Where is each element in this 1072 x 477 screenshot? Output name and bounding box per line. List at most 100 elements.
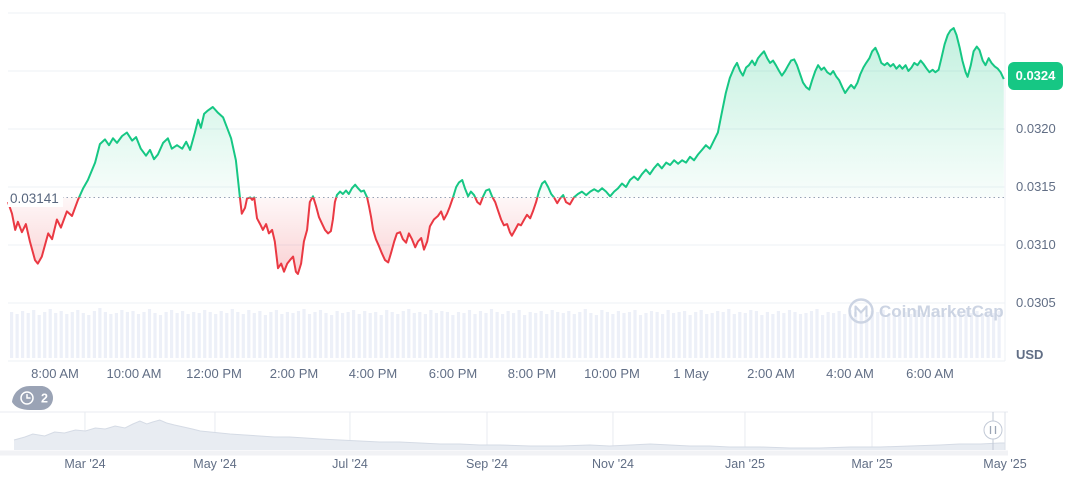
volume-bar [898, 311, 902, 358]
y-axis-unit-label: USD [1016, 347, 1044, 362]
volume-bar [48, 309, 52, 358]
volume-bar [931, 312, 935, 358]
volume-bar [109, 314, 113, 358]
volume-bar [285, 312, 289, 358]
volume-bar [26, 313, 30, 358]
coinmarketcap-watermark: CoinMarketCap [848, 298, 1004, 324]
volume-bar [181, 311, 185, 358]
x-axis-label: 6:00 PM [428, 366, 478, 381]
volume-bar [672, 313, 676, 358]
chart-plot-area[interactable] [8, 13, 1005, 361]
y-axis-label: 0.0305 [1016, 295, 1056, 310]
volume-bar [131, 311, 135, 358]
volume-bar [70, 312, 74, 358]
watermark-text: CoinMarketCap [879, 302, 1004, 321]
volume-bar [54, 313, 58, 358]
volume-bar [236, 312, 240, 358]
volume-bar [263, 315, 267, 358]
history-badge-count: 2 [41, 392, 48, 406]
volume-bar [738, 312, 742, 358]
volume-bar [892, 313, 896, 358]
volume-bar [854, 312, 858, 358]
y-axis-label: 0.0310 [1016, 237, 1056, 252]
volume-bar [870, 311, 874, 358]
y-axis-label: 0.0315 [1016, 179, 1056, 194]
navigator-axis-label: Jul '24 [332, 457, 368, 471]
volume-bar [495, 312, 499, 358]
volume-bar [32, 310, 36, 358]
navigator-axis-label: Jan '25 [725, 457, 765, 471]
navigator-axis-label: May '24 [193, 457, 237, 471]
volume-bar [43, 312, 47, 358]
navigator[interactable] [0, 411, 1008, 456]
volume-bar [473, 314, 477, 358]
volume-bar [136, 314, 141, 358]
volume-bar [517, 310, 521, 358]
volume-bar [649, 311, 654, 358]
volume-bar [611, 314, 615, 358]
volume-bar [412, 313, 416, 358]
volume-bar [280, 314, 284, 358]
history-badge[interactable]: 2 [12, 386, 53, 410]
volume-bar [793, 312, 797, 358]
volume-bar [313, 312, 317, 358]
price-line-down [7, 197, 576, 275]
volume-bar [683, 311, 687, 358]
volume-bar [782, 313, 786, 358]
volume-bar [710, 313, 714, 358]
volume-bar [352, 310, 356, 358]
volume-bar [225, 313, 229, 358]
volume-bar [832, 313, 836, 358]
volume-bar [208, 312, 212, 358]
x-axis-label: 1 May [673, 366, 709, 381]
volume-bar [87, 315, 91, 358]
volume-bar [501, 314, 505, 358]
volume-bar [65, 314, 69, 358]
volume-bar [170, 310, 174, 358]
volume-bar [478, 311, 483, 358]
volume-bar [81, 313, 85, 358]
volume-bar [942, 313, 946, 358]
volume-bar [252, 313, 256, 358]
volume-bar [401, 311, 405, 358]
volume-bar [765, 312, 769, 358]
volume-bar [688, 315, 692, 358]
volume-bar [826, 312, 830, 358]
volume-bar [192, 312, 196, 358]
volume-bar [583, 309, 587, 358]
volume-bar [125, 312, 129, 358]
volume-bar [969, 313, 974, 358]
volume-bar [594, 315, 598, 358]
volume-bar [732, 314, 736, 358]
volume-bar [241, 314, 245, 358]
volume-bar [363, 311, 367, 358]
volume-bar [567, 311, 571, 358]
volume-bar [534, 313, 538, 358]
navigator-area[interactable] [14, 420, 1005, 450]
volume-bar [754, 311, 758, 358]
x-axis-label: 2:00 PM [269, 366, 319, 381]
volume-bar [545, 314, 549, 358]
volume-bar [903, 312, 907, 358]
volume-bar [302, 309, 306, 358]
volume-bar [881, 310, 885, 358]
x-axis-label: 12:00 PM [186, 366, 242, 381]
volume-bar [809, 311, 814, 358]
volume-bar [197, 313, 201, 358]
volume-bar [523, 315, 527, 358]
x-axis-label: 8:00 AM [31, 366, 79, 381]
navigator-handle[interactable] [983, 412, 1003, 450]
volume-bar [865, 315, 869, 358]
x-axis-label: 10:00 AM [106, 366, 162, 381]
navigator-axis-label: Mar '25 [851, 457, 893, 471]
volume-bar [980, 314, 985, 358]
navigator-scrollbar[interactable] [0, 450, 1008, 456]
volume-bar [98, 308, 102, 358]
volume-bar [947, 309, 951, 358]
volume-bar [147, 309, 152, 358]
volume-bar [21, 311, 25, 358]
volume-bar [219, 311, 223, 358]
volume-bar [743, 313, 747, 358]
volume-bar [616, 311, 620, 358]
volume-bar [274, 310, 278, 358]
